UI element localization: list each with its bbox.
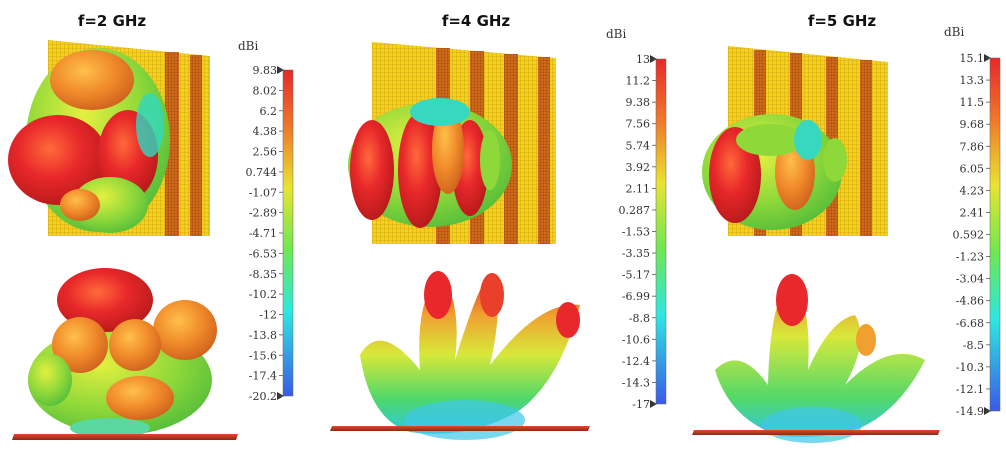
pattern-top-2ghz (8, 48, 170, 233)
ground-board-2ghz (12, 434, 238, 440)
colorbar-tick-label: 7.86 (960, 140, 985, 153)
ground-board-5ghz (692, 430, 940, 435)
colorbar-tick-label: -6.99 (622, 290, 650, 303)
colorbar-tick-label: -17.4 (249, 370, 277, 383)
colorbar-tick-label: -14.3 (622, 376, 650, 389)
scale-unit: dBi (238, 39, 259, 53)
pattern-side-4ghz (360, 271, 580, 440)
colorbar-tick-label: -4.71 (249, 227, 277, 240)
panel-title: f=5 GHz (808, 12, 877, 30)
colorbar-tick-label: 2.41 (960, 206, 985, 219)
colorbar-tick-label: 9.83 (253, 64, 278, 77)
colorbar-tick-label: 2.56 (253, 146, 278, 159)
colorbar-tick-label: 11.5 (960, 96, 985, 109)
pattern-side-2ghz (28, 268, 217, 438)
scale-unit: dBi (944, 25, 965, 39)
colorbar-tick-label: -5.17 (622, 269, 650, 282)
panel-5ghz: f=5 GHz dBi (692, 12, 1001, 443)
colorbar-tick-label: 15.1 (960, 52, 985, 65)
colorbar-tick-label: -12.4 (622, 355, 650, 368)
panel-4ghz: f=4 GHz dBi (330, 12, 667, 440)
colorbar-tick-label: -3.04 (956, 273, 984, 286)
colorbar-tick-label: -13.8 (249, 329, 277, 342)
colorbar-tick-label: -8.5 (963, 339, 984, 352)
colorbar-tick-label: -10.3 (956, 361, 984, 374)
colorbar-tick-label: -12 (259, 309, 277, 322)
panel-title: f=4 GHz (442, 12, 511, 30)
colorbar-tick-label: 0.744 (246, 166, 278, 179)
colorbar-tick-label: 5.74 (626, 139, 651, 152)
colorbar-tick-label: -8.8 (629, 312, 650, 325)
colorbar-tick-label: 3.92 (626, 161, 651, 174)
colorbar-tick-label: 9.68 (960, 118, 985, 131)
colorbar-tick-label: -1.23 (956, 251, 984, 264)
pattern-top-5ghz (702, 114, 847, 230)
panel-2ghz: f=2 GHz (8, 12, 294, 440)
colorbar-tick-label: 6.05 (960, 162, 985, 175)
colorbar-tick-label: -6.53 (249, 247, 277, 260)
colorbar-tick-label: 4.38 (253, 125, 278, 138)
colorbar-tick-label: 7.56 (626, 118, 651, 131)
colorbar-tick-label: 11.2 (626, 75, 651, 88)
colorbar-tick-label: -4.86 (956, 295, 984, 308)
colorbar-tick-label: -20.2 (249, 390, 277, 403)
pattern-top-4ghz (348, 98, 512, 228)
panel-title: f=2 GHz (78, 12, 147, 30)
colorbar-tick-label: 0.287 (619, 204, 651, 217)
colorbar-tick-label: -15.6 (249, 349, 277, 362)
colorbar-tick-label: -6.68 (956, 317, 984, 330)
colorbar-tick-label: -2.89 (249, 207, 277, 220)
colorbar-tick-label: -1.53 (622, 226, 650, 239)
colorbar-tick-label: -14.9 (956, 405, 984, 418)
colorbar-tick-labels: 9.83 8.02 6.2 4.38 2.56 0.744 -1.07 -2.89 -4.71 -… (246, 52, 990, 418)
colorbar-tick-label: 4.23 (960, 184, 985, 197)
colorbar-tick-label: 13.3 (960, 74, 985, 87)
colorbar-tick-label: 2.11 (626, 182, 651, 195)
colorbar-tick-label: 6.2 (260, 105, 278, 118)
colorbar-tick-label: 8.02 (253, 84, 278, 97)
colorbar-tick-label: -1.07 (249, 186, 277, 199)
colorbar-tick-label: 0.592 (953, 229, 985, 242)
scale-unit: dBi (606, 27, 627, 41)
pattern-side-5ghz (715, 274, 925, 443)
colorbar-tick-label: -12.1 (956, 383, 984, 396)
colorbar-tick-label: -3.35 (622, 247, 650, 260)
colorbar-tick-label: 13 (636, 53, 650, 66)
ground-board-4ghz (330, 426, 590, 431)
colorbar-tick-label: -8.35 (249, 268, 277, 281)
colorbar-tick-label: -10.6 (622, 333, 650, 346)
colorbar-tick-label: -10.2 (249, 288, 277, 301)
colorbar-tick-label: 9.38 (626, 96, 651, 109)
colorbar-tick-label: -17 (632, 398, 650, 411)
